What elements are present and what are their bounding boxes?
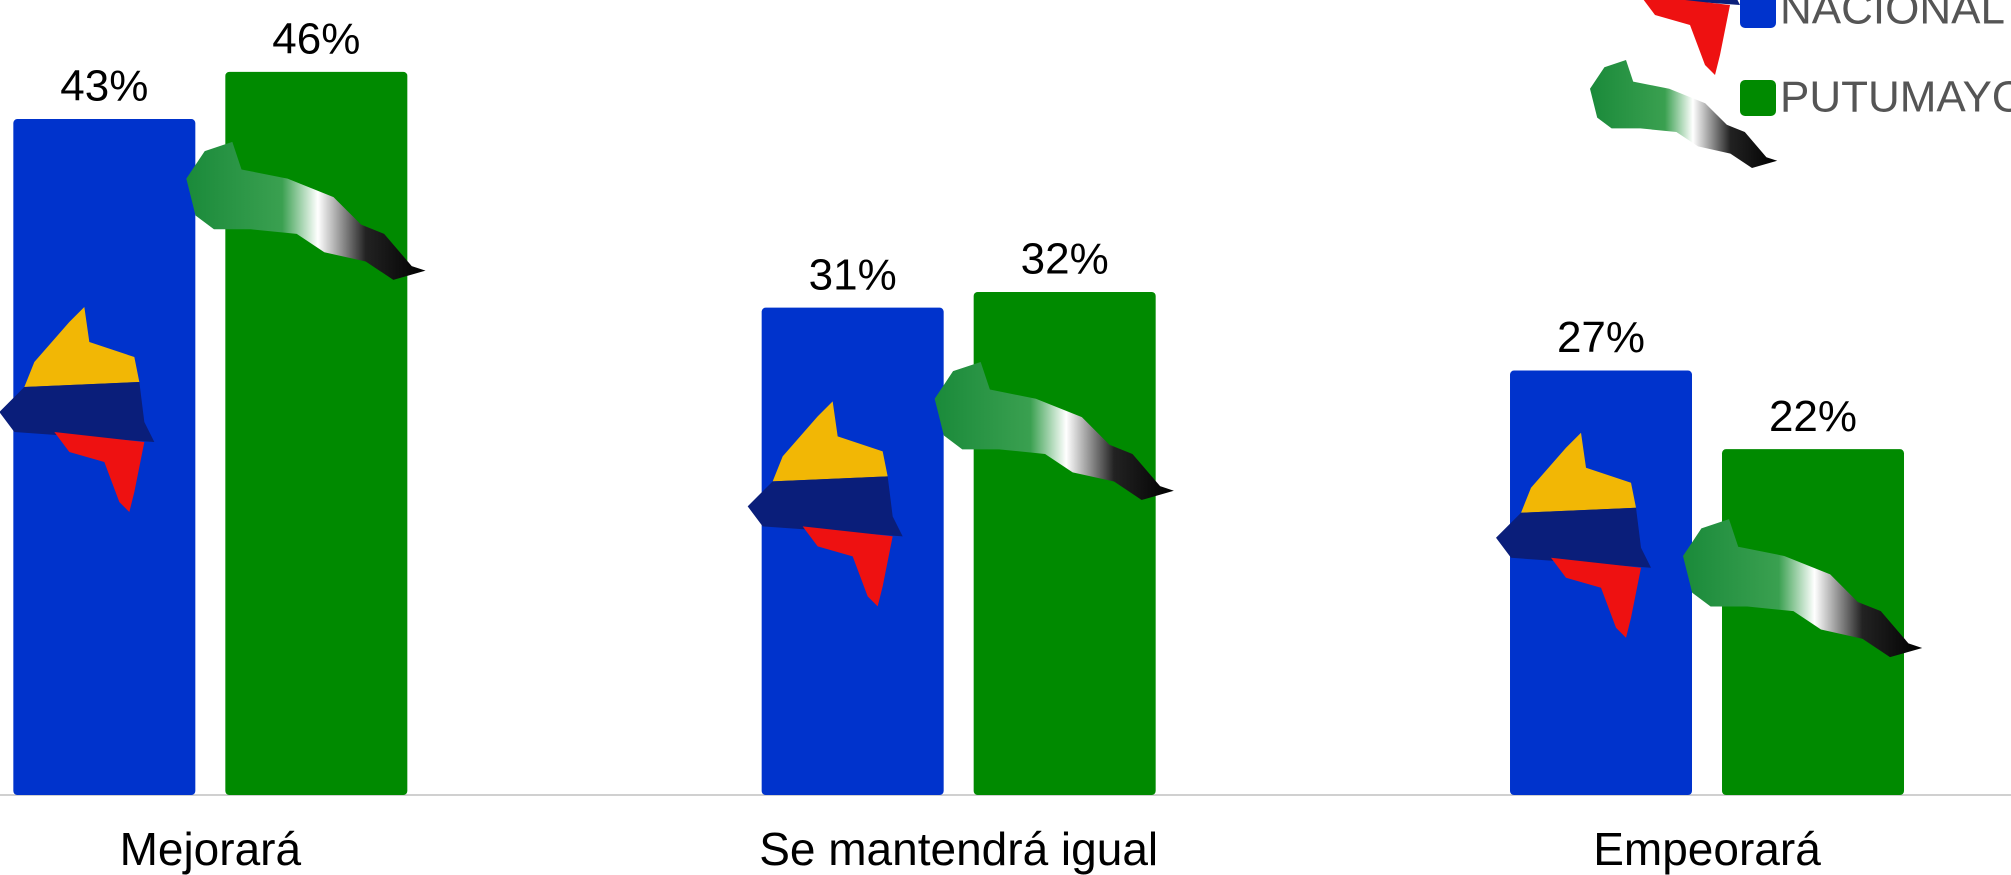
map-yellow [1521, 432, 1637, 513]
map-yellow [772, 401, 888, 482]
map-icon [1590, 60, 1778, 168]
map-icon [934, 361, 1174, 500]
legend-swatch [1740, 0, 1776, 28]
map-blue [1496, 507, 1652, 568]
map-putumayo [186, 141, 426, 280]
legend-swatch [1740, 80, 1776, 116]
map-icon [1496, 432, 1652, 638]
map-red [1551, 557, 1642, 638]
legend: NACIONAL PUTUMAYO [1740, 0, 2011, 122]
map-yellow [24, 307, 140, 388]
map-blue [0, 382, 155, 443]
map-red [802, 526, 893, 607]
map-icon [1643, 0, 1740, 75]
map-red [1643, 0, 1730, 75]
legend-label: NACIONAL [1780, 0, 2005, 34]
x-tick-label: Empeorará [1593, 823, 1821, 875]
value-label: 22% [1769, 392, 1857, 441]
legend-label: PUTUMAYO [1780, 73, 2011, 122]
map-icon [0, 307, 155, 513]
map-red [54, 432, 145, 513]
value-label: 46% [272, 15, 360, 64]
value-label: 27% [1557, 313, 1645, 362]
bar [973, 291, 1156, 795]
map-putumayo [1590, 60, 1778, 168]
map-putumayo [1683, 519, 1923, 658]
value-label: 43% [60, 62, 148, 111]
x-tick-label: Mejorará [120, 823, 302, 875]
value-label: 32% [1021, 235, 1109, 284]
map-putumayo [934, 361, 1174, 500]
map-icon [747, 401, 903, 607]
x-tick-label: Se mantendrá igual [759, 823, 1158, 875]
value-label: 31% [809, 250, 897, 299]
map-icon [1683, 519, 1923, 658]
map-blue [747, 476, 903, 537]
map-icon [186, 141, 426, 280]
